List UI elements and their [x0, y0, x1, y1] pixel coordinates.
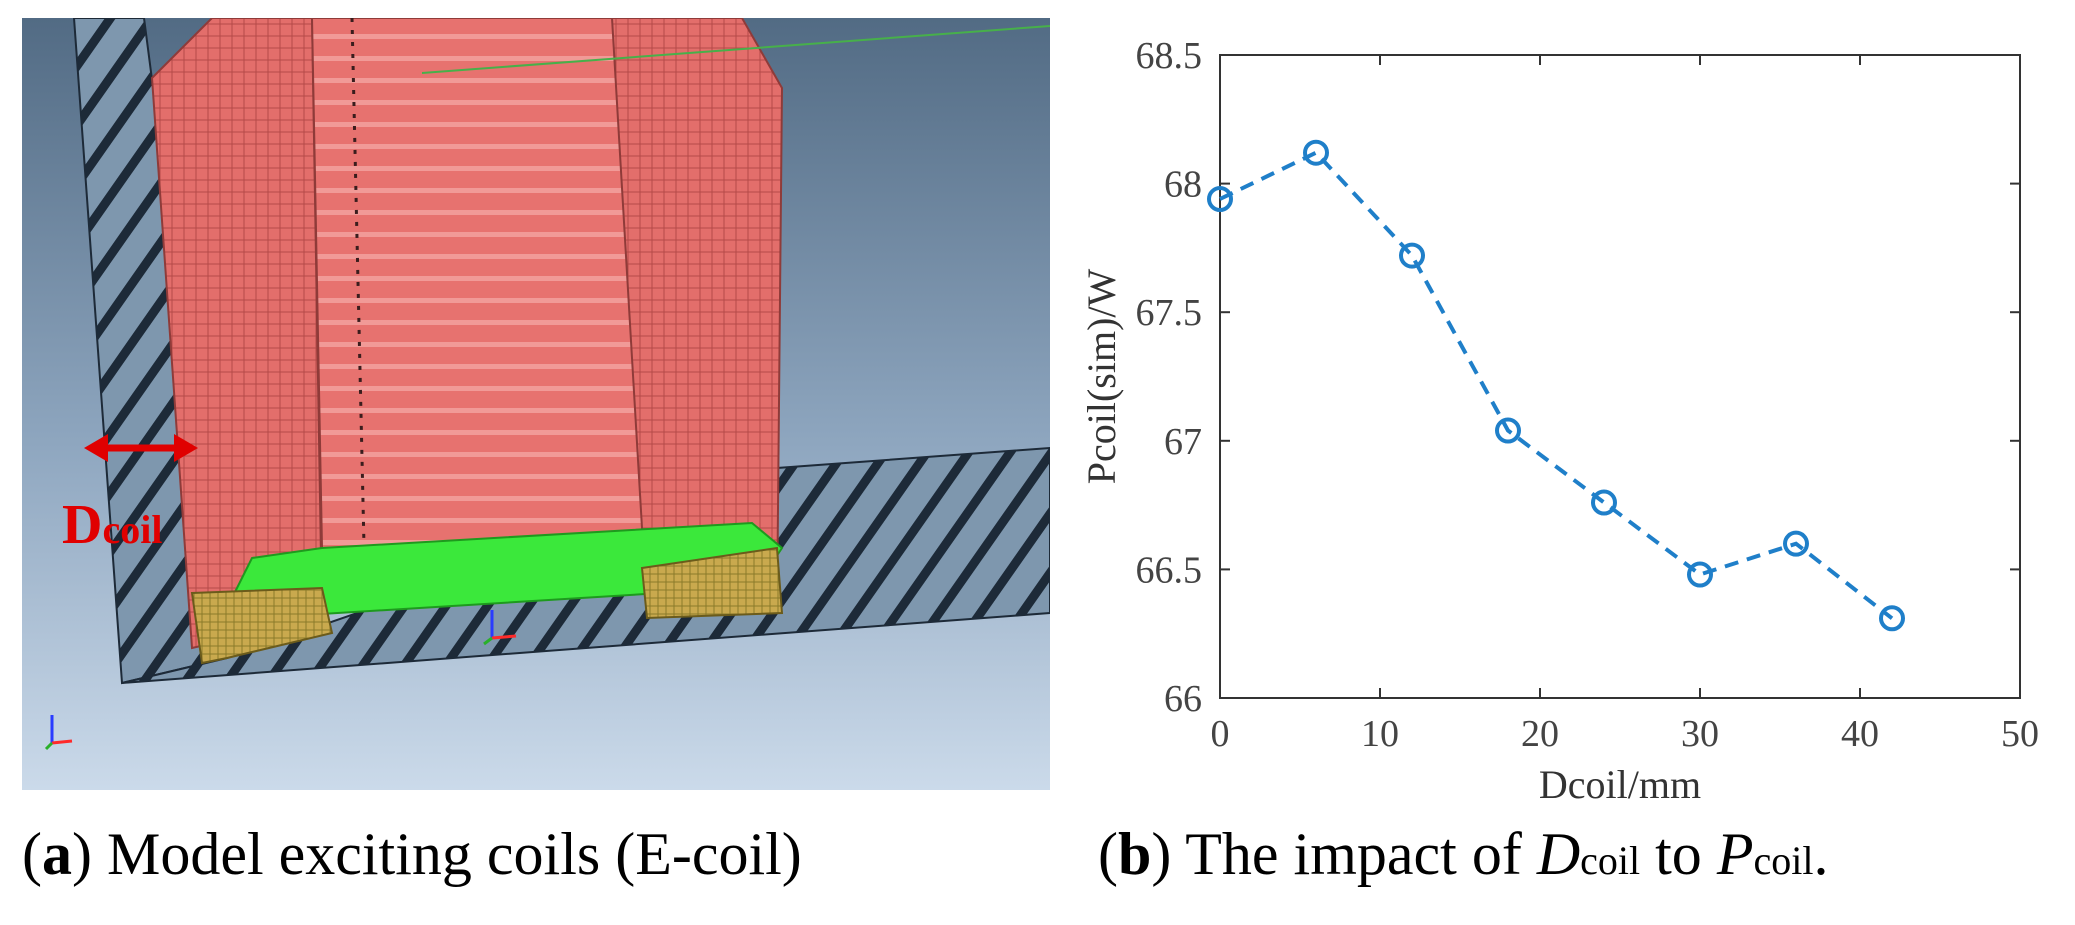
caption-b-var2: P [1716, 821, 1754, 887]
dimension-label: Dcoil [62, 494, 162, 556]
y-axis-label: Pcoil(sim)/W [1079, 268, 1124, 484]
caption-b-end: . [1813, 821, 1829, 887]
x-axis-ticks: 0 10 20 30 40 50 [1211, 55, 2039, 755]
caption-a-letter: a [41, 821, 72, 887]
axis-triad-icon [483, 610, 517, 646]
data-point-marker [1687, 561, 1713, 588]
data-point-marker [1207, 186, 1233, 213]
caption-a: (a) Model exciting coils (E-coil) [22, 821, 802, 887]
caption-b-mid: to [1640, 821, 1717, 887]
x-tick-label: 50 [2001, 713, 2039, 755]
coil-seam-line [350, 17, 366, 547]
series-line [1219, 150, 1894, 620]
y-tick-label: 67 [1164, 421, 1202, 463]
data-point-marker [1495, 417, 1521, 444]
caption-b-letter: b [1117, 821, 1152, 887]
y-tick-label: 68.5 [1136, 35, 1203, 77]
data-point-marker [1879, 605, 1905, 632]
data-point-marker [1783, 530, 1809, 557]
reference-line [421, 25, 1051, 74]
y-axis-ticks: 66 66.5 67 67.5 68 68.5 [1136, 35, 2020, 720]
coil-end-cap-left [190, 586, 334, 665]
caption-b-var2-sub: coil [1753, 838, 1814, 883]
x-tick-label: 20 [1521, 713, 1559, 755]
axis-triad-icon [44, 715, 73, 751]
coil-model-illustration: Dcoil [22, 17, 1051, 790]
caption-a-text: Model exciting coils (E-coil) [106, 821, 802, 887]
data-point-marker [1591, 489, 1617, 516]
chart-panel: 0 10 20 30 40 50 66 66.5 67 67.5 68 68.5 Dcoil/mm … [1075, 18, 2065, 818]
caption-b-var1-sub: coil [1580, 838, 1641, 883]
coil-center-body [310, 17, 664, 550]
model-render-panel: Dcoil [22, 17, 1051, 790]
caption-b-pre: The impact of [1185, 821, 1537, 887]
x-tick-label: 30 [1681, 713, 1719, 755]
coil-right-bar [610, 17, 784, 614]
coil-end-cap-right [640, 546, 784, 620]
y-tick-label: 66.5 [1136, 549, 1203, 591]
caption-b-var1: D [1536, 821, 1581, 887]
y-tick-label: 66 [1164, 678, 1202, 720]
x-tick-label: 10 [1361, 713, 1399, 755]
y-tick-label: 67.5 [1136, 292, 1203, 334]
double-arrow-icon [84, 434, 198, 462]
x-axis-label: Dcoil/mm [1539, 762, 1701, 807]
caption-b: (b) The impact of Dcoil to Pcoil. [1098, 821, 1829, 887]
data-point-marker [1399, 242, 1425, 269]
data-point-marker [1303, 139, 1329, 166]
series-markers [1207, 139, 1905, 632]
x-tick-label: 0 [1211, 713, 1230, 755]
plot-area-frame [1219, 54, 2021, 699]
x-tick-label: 40 [1841, 713, 1879, 755]
y-tick-label: 68 [1164, 164, 1202, 206]
